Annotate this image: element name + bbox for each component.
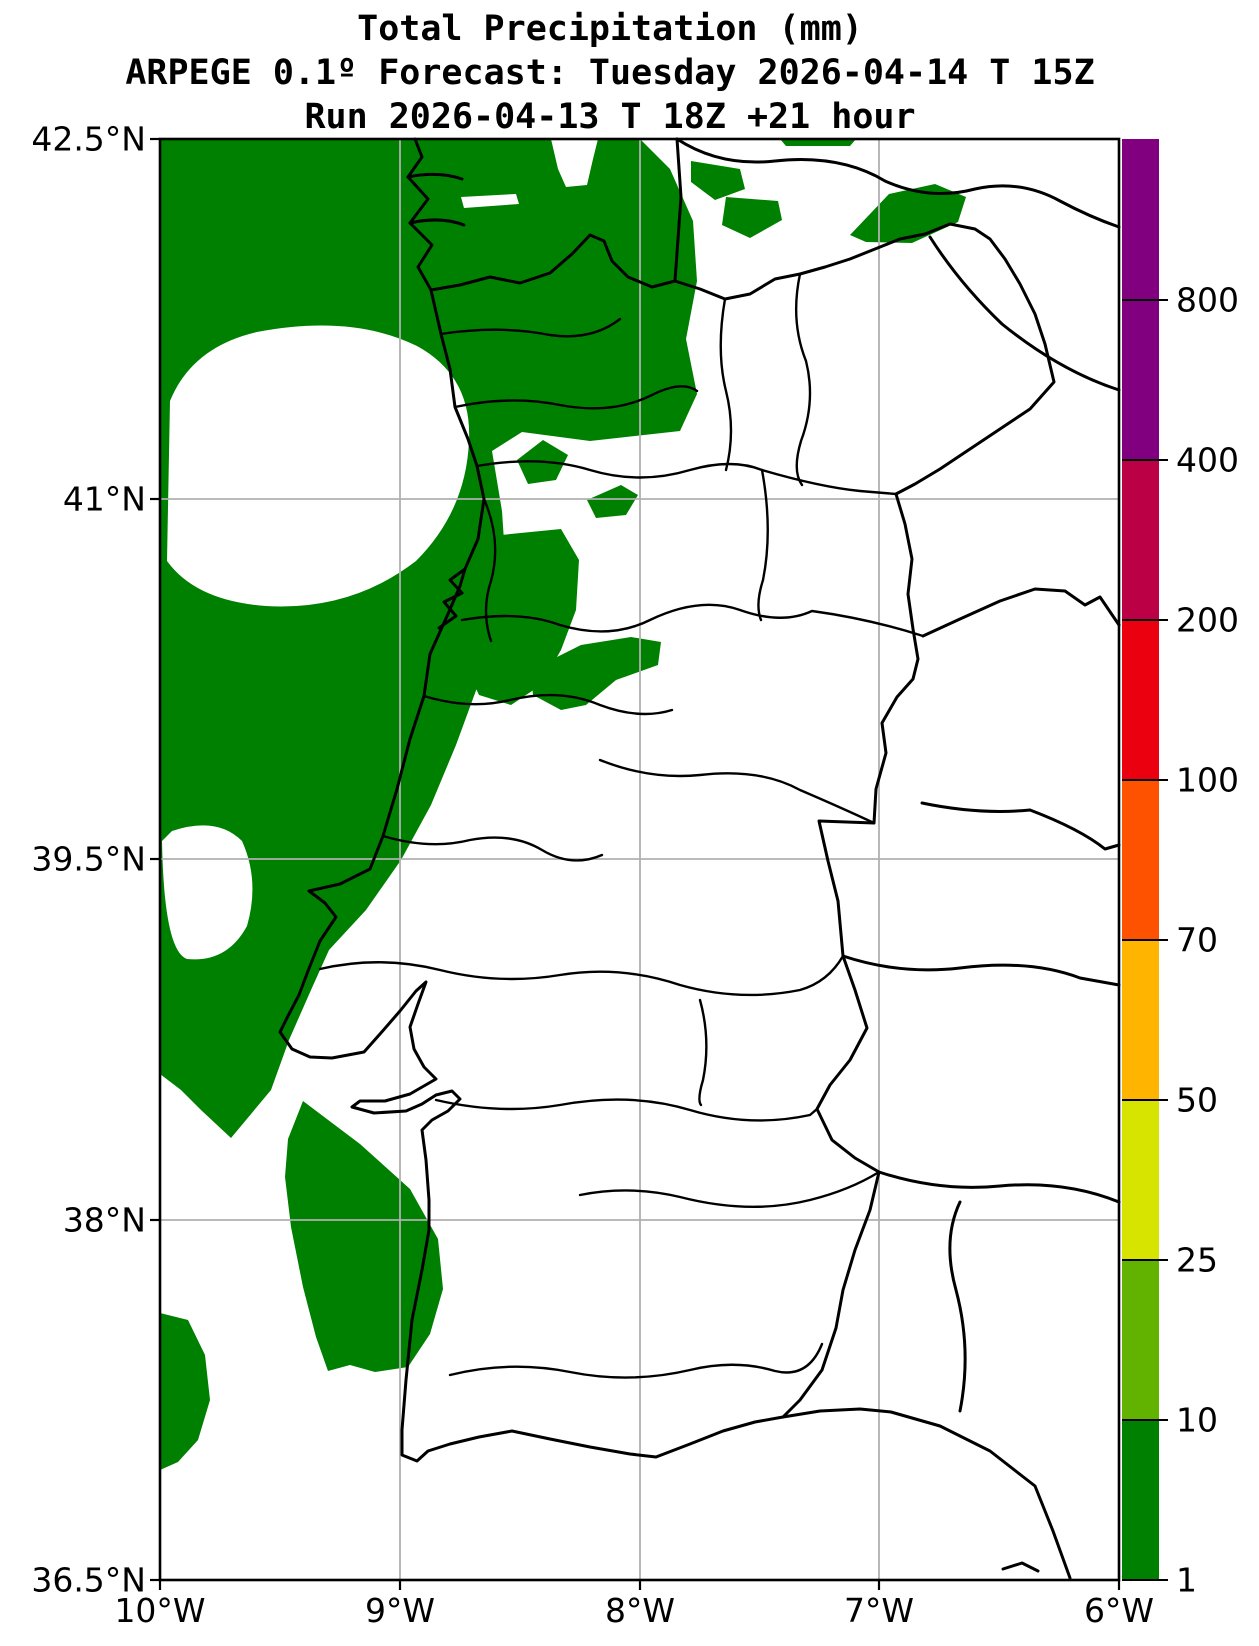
colorbar-label-10: 10 — [1176, 1401, 1218, 1440]
precip-area-northwest — [160, 139, 697, 1138]
lon-label-6w: 6°W — [1084, 1591, 1154, 1630]
colorbar-segment-70-100 — [1122, 780, 1159, 940]
district-border-evora-north — [698, 998, 708, 1107]
district-border-santarem — [318, 954, 845, 997]
colorbar-segment-100-200 — [1122, 620, 1159, 780]
title-line-2: ARPEGE 0.1º Forecast: Tuesday 2026-04-14… — [125, 53, 1094, 93]
district-border-leiria — [381, 834, 604, 862]
spain-region-border-salamanca — [921, 587, 1121, 638]
precip-patch-tras-os-montes-2 — [722, 197, 782, 238]
graticule — [160, 139, 1119, 1580]
colorbar-label-200: 200 — [1176, 601, 1239, 640]
district-border-evora-beja — [578, 1170, 881, 1208]
spain-region-border-north — [675, 137, 1121, 229]
lon-label-7w: 7°W — [844, 1591, 914, 1630]
portugal-spain-border — [429, 222, 1056, 1419]
atlantic-coastline — [278, 137, 1072, 1580]
lat-label-36-5n: 36.5°N — [31, 1561, 146, 1600]
ria-inlet-2 — [408, 218, 466, 227]
colorbar-segment-10-25 — [1122, 1260, 1159, 1420]
district-border-braganca — [719, 297, 733, 472]
title-line-3: Run 2026-04-13 T 18Z +21 hour — [304, 97, 915, 137]
lat-label-41n: 41°N — [63, 480, 146, 519]
colorbar-label-1: 1 — [1176, 1561, 1197, 1600]
district-border-braga-porto — [453, 385, 699, 410]
spain-region-border-badajoz — [841, 954, 1121, 987]
precip-patch-castelo-branco — [531, 637, 661, 710]
district-border-algarve — [448, 1342, 824, 1379]
lat-label-39-5n: 39.5°N — [31, 840, 146, 879]
lat-label-38n: 38°N — [63, 1201, 146, 1240]
longitude-axis: 10°W 9°W 8°W 7°W 6°W — [114, 1591, 1154, 1630]
colorbar-segment-200-400 — [1122, 460, 1159, 620]
precip-patch-douro-south — [587, 485, 638, 518]
coastline-layer — [278, 137, 1121, 1580]
district-border-douro — [475, 460, 898, 496]
title-line-1: Total Precipitation (mm) — [357, 9, 863, 49]
colorbar-segment-400-800 — [1122, 300, 1159, 460]
latitude-axis: 42.5°N 41°N 39.5°N 38°N 36.5°N — [31, 120, 146, 1600]
colorbar-label-100: 100 — [1176, 761, 1239, 800]
colorbar-segment-25-50 — [1122, 1100, 1159, 1260]
colorbar-label-50: 50 — [1176, 1081, 1218, 1120]
colorbar-label-25: 25 — [1176, 1241, 1218, 1280]
figure-title: Total Precipitation (mm) ARPEGE 0.1º For… — [125, 9, 1094, 137]
district-border-setubal-evora — [434, 1098, 819, 1122]
aveiro-lagoon — [437, 567, 467, 630]
spain-region-border-zamora — [928, 235, 1121, 392]
galicia-border — [673, 137, 683, 283]
district-border-viana-braga — [439, 317, 622, 338]
lon-label-10w: 10°W — [114, 1591, 205, 1630]
axis-ticks — [150, 137, 1121, 1590]
colorbar-label-70: 70 — [1176, 921, 1218, 960]
colorbar-label-400: 400 — [1176, 441, 1239, 480]
district-border-coimbra — [422, 693, 674, 716]
colorbar: 1 10 25 50 70 100 200 400 800 — [1122, 139, 1239, 1600]
precip-area-southwest-edge — [160, 1313, 210, 1470]
precip-patch-tras-os-montes-1 — [691, 161, 745, 200]
spain-region-border-caceres — [920, 801, 1121, 851]
colorbar-label-800: 800 — [1176, 281, 1239, 320]
lon-label-9w: 9°W — [365, 1591, 435, 1630]
spain-region-border-andalucia — [877, 1170, 1121, 1204]
precip-area-sines-coast — [285, 1101, 443, 1372]
district-border-castelo-branco — [598, 758, 876, 825]
district-border-aveiro — [482, 497, 497, 643]
map-canvas — [158, 137, 1121, 1582]
lon-label-8w: 8°W — [605, 1591, 675, 1630]
precip-patch-top-edge — [780, 139, 856, 146]
spain-region-border-huelva — [948, 1200, 967, 1413]
ria-inlet-1 — [406, 172, 464, 181]
district-border-viseu-guarda — [460, 603, 925, 638]
colorbar-segment-over-800 — [1122, 139, 1159, 300]
cadiz-bay-inlet — [1001, 1561, 1040, 1573]
district-border-vila-real — [794, 272, 812, 487]
colorbar-segment-1-10 — [1122, 1420, 1159, 1580]
district-border-guarda-south — [757, 468, 769, 622]
colorbar-segment-50-70 — [1122, 940, 1159, 1100]
lat-label-42-5n: 42.5°N — [31, 120, 146, 159]
